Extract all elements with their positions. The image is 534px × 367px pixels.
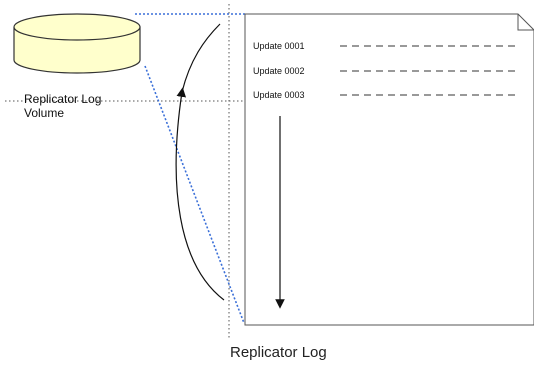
wraparound-arrow-tail: [181, 23, 221, 93]
log-entry-3: Update 0003: [253, 90, 305, 100]
projection-line-bottom: [144, 65, 245, 324]
volume-label-line1: Replicator Log: [24, 92, 102, 106]
log-page: [244, 13, 534, 326]
wraparound-arrow: [175, 87, 225, 301]
log-entry-1: Update 0001: [253, 41, 305, 51]
volume-label: Replicator Log Volume: [24, 92, 101, 120]
volume-label-line2: Volume: [24, 106, 65, 120]
log-volume-cylinder-icon: [13, 13, 141, 74]
page-fold-corner: [517, 14, 534, 31]
log-entry-2: Update 0002: [253, 66, 305, 76]
diagram-caption: Replicator Log: [230, 344, 327, 361]
